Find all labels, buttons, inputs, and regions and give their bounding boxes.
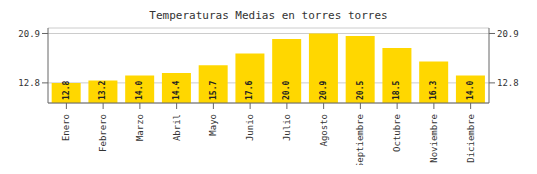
svg-text:17.6: 17.6	[245, 81, 254, 100]
svg-text:Junio: Junio	[245, 114, 255, 141]
svg-text:14.0: 14.0	[466, 81, 475, 100]
svg-text:Abril: Abril	[172, 114, 182, 141]
svg-text:Mayo: Mayo	[208, 114, 218, 136]
svg-text:Febrero: Febrero	[98, 114, 108, 152]
svg-text:20.9: 20.9	[319, 81, 328, 100]
html-text:Temperaturas Medias en torres: Temperaturas Medias en torres torres	[149, 9, 388, 22]
svg-text:14.0: 14.0	[135, 81, 144, 100]
svg-text:Septiembre: Septiembre	[355, 114, 365, 165]
svg-text:Noviembre: Noviembre	[429, 114, 439, 163]
svg-text:12.8: 12.8	[62, 81, 71, 100]
svg-text:18.5: 18.5	[392, 81, 401, 100]
svg-text:14.4: 14.4	[172, 81, 181, 100]
svg-text:20.9: 20.9	[18, 29, 40, 39]
svg-text:20.5: 20.5	[356, 81, 365, 100]
svg-text:13.2: 13.2	[98, 81, 107, 100]
svg-text:20.0: 20.0	[282, 81, 291, 100]
svg-text:Octubre: Octubre	[392, 114, 402, 152]
svg-text:Enero: Enero	[61, 114, 71, 141]
svg-text:Diciembre: Diciembre	[466, 114, 476, 163]
svg-text:12.8: 12.8	[497, 78, 519, 88]
svg-text:12.8: 12.8	[18, 78, 40, 88]
svg-text:16.3: 16.3	[429, 81, 438, 100]
svg-text:Julio: Julio	[282, 114, 292, 141]
svg-text:15.7: 15.7	[209, 81, 218, 100]
svg-text:20.9: 20.9	[497, 29, 519, 39]
svg-text:Marzo: Marzo	[135, 114, 145, 141]
svg-text:Agosto: Agosto	[319, 114, 329, 147]
